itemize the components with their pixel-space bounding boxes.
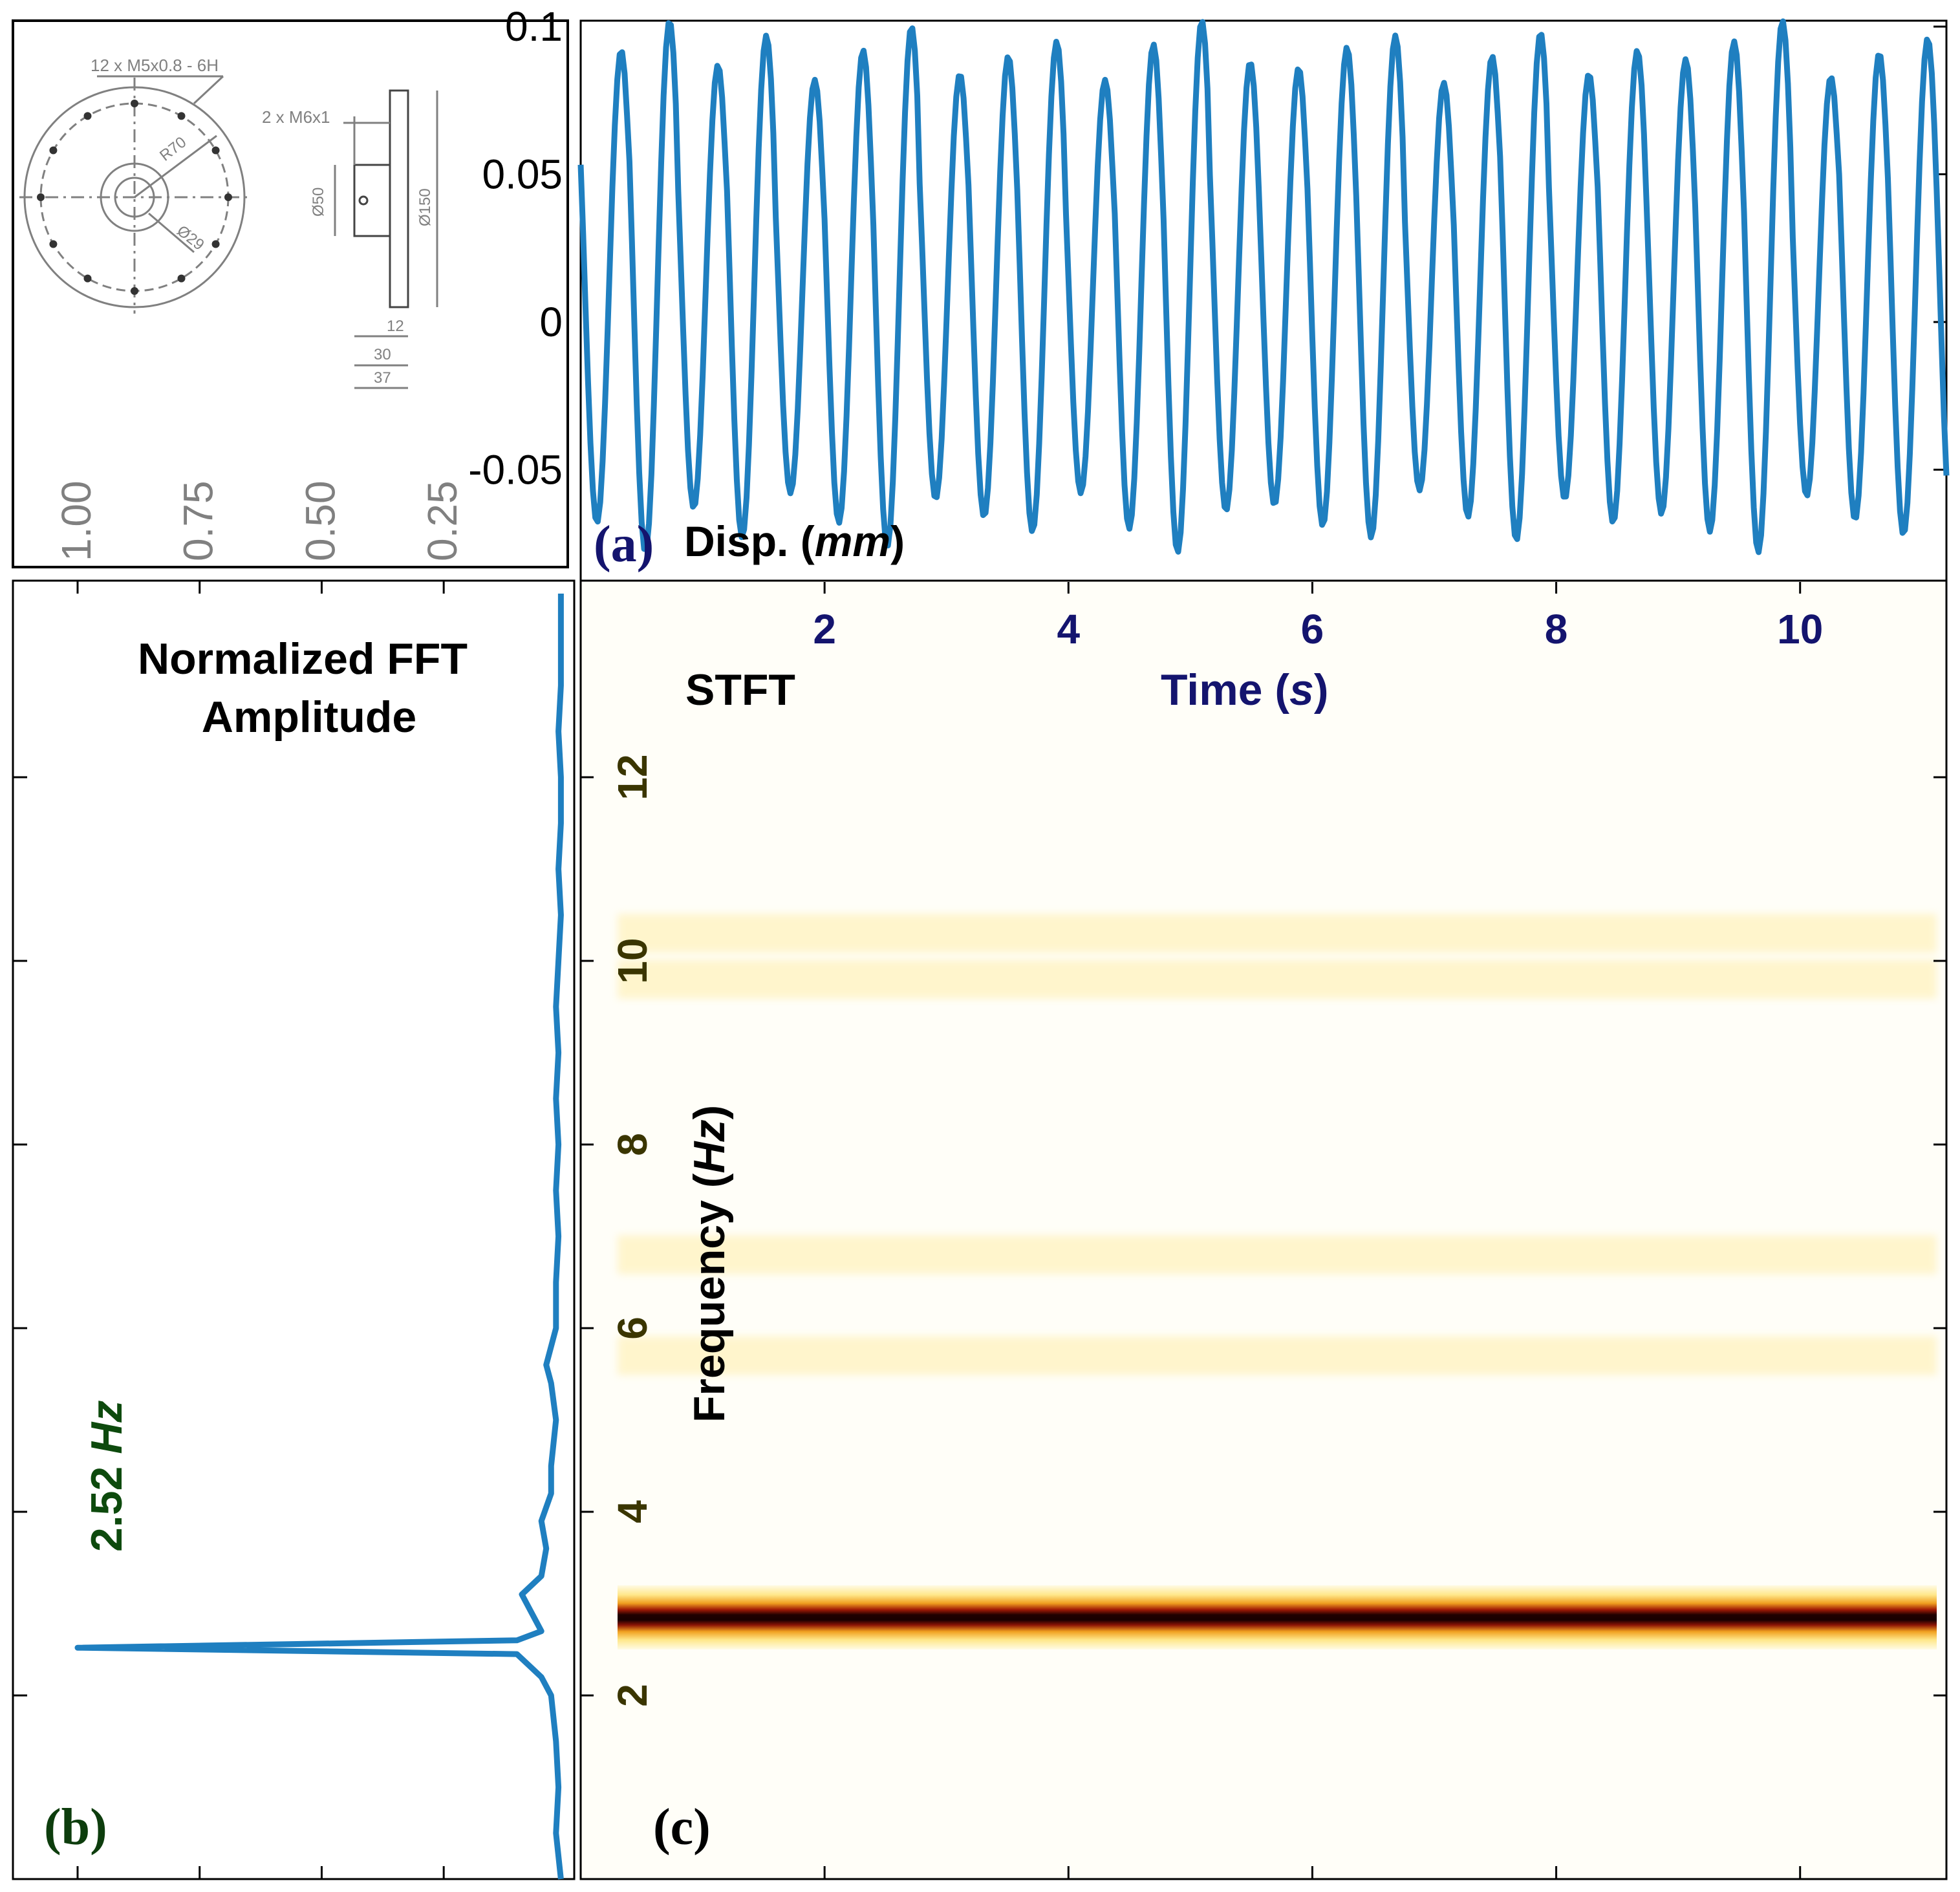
stft-dominant-band (618, 1585, 1937, 1650)
panel-c-ticks: 2 4 6 8 10 2 4 6 8 10 12 (581, 582, 1946, 1879)
panel-b-ticks (13, 581, 445, 1879)
dim-30-text: 30 (374, 346, 391, 363)
panel-b-amp-tick-label: 0.25 (419, 480, 466, 561)
panel-a-ylabel-main: Disp. ( (684, 517, 815, 565)
panel-c-ylabel: Frequency (Hz) (685, 1105, 734, 1423)
bolt-hole (37, 193, 45, 201)
peak-annotation-value: 2.52 (82, 1467, 131, 1552)
bolt-hole (131, 100, 138, 107)
panel-b-title-line2: Amplitude (202, 693, 416, 742)
bolt-hole (224, 193, 232, 201)
panel-a: 0.1 0.05 0 -0.05 (a) Disp. (mm) (468, 3, 1950, 583)
bolt-hole (177, 274, 186, 283)
peak-annotation: 2.52 Hz (82, 1401, 131, 1552)
bolt-hole (177, 112, 186, 120)
panel-a-ytick-label: 0.05 (482, 151, 563, 198)
panel-c-ytick-label: 12 (609, 754, 656, 800)
stft-weak-band (618, 1336, 1937, 1375)
bolt-hole (211, 240, 220, 248)
bolt-hole (211, 146, 220, 155)
panel-b-title-line1: Normalized FFT (138, 634, 468, 683)
panel-c-xtick-label: 2 (813, 606, 836, 652)
panel-b-frame (12, 579, 576, 1880)
panel-c-ytick-label: 10 (609, 938, 656, 984)
panel-c-xtick-label: 8 (1545, 606, 1568, 652)
panel-b: Normalized FFT Amplitude 2.52 Hz (b) (12, 579, 576, 1880)
panel-c-xtick-label: 6 (1301, 606, 1324, 652)
panel-b-amp-tick-label: 0.50 (297, 480, 343, 561)
fft-amplitude-tick-labels: 1.00 0.75 0.50 0.25 (53, 480, 466, 561)
panel-c-frame (579, 579, 1948, 1880)
dim-37-text: 37 (374, 369, 391, 387)
flange-side (389, 89, 409, 308)
panel-a-ytick-label: -0.05 (468, 446, 563, 493)
flange-dim-text: Ø150 (416, 188, 434, 226)
panel-c: 2 4 6 8 10 2 4 6 8 10 12 STFT Time (s) Frequency (… (579, 579, 1948, 1880)
panel-a-ylabel-unit: mm (815, 517, 890, 565)
panel-c-xlabel-main: Time ( (1161, 665, 1289, 715)
panel-c-xlabel: Time (s) (1161, 665, 1329, 715)
bolt-hole (83, 274, 92, 283)
panel-a-ytick-label: 0 (539, 299, 563, 345)
peak-annotation-unit: Hz (82, 1401, 131, 1454)
thread-leader (193, 75, 224, 105)
panel-c-ytick-label: 2 (609, 1684, 656, 1707)
bolt-hole (49, 146, 58, 155)
panel-b-label: (b) (44, 1799, 107, 1856)
panel-c-label: (c) (653, 1799, 711, 1856)
stft-weak-band (618, 914, 1937, 953)
panel-c-ylabel-main: Frequency ( (685, 1173, 734, 1423)
panel-a-label: (a) (594, 516, 654, 573)
panel-c-ytick-label: 8 (609, 1133, 656, 1156)
panel-a-y-ticks: 0.1 0.05 0 -0.05 (468, 3, 1946, 493)
panel-c-ytick-label: 6 (609, 1317, 656, 1340)
panel-c-xtick-label: 10 (1777, 606, 1823, 652)
thread-callout-text: 12 x M5x0.8 - 6H (91, 56, 219, 75)
panel-a-ylabel: Disp. (mm) (684, 517, 905, 565)
panel-c-xlabel-close: ) (1314, 665, 1329, 715)
dim-12-text: 12 (387, 317, 404, 335)
panel-a-ylabel-close: ) (890, 517, 905, 565)
bolt-holes (37, 100, 232, 295)
side-callout-text: 2 x M6x1 (262, 107, 330, 127)
panel-c-background (581, 581, 1946, 1879)
panel-c-ylabel-close: ) (685, 1105, 734, 1120)
panel-c-xtick-label: 4 (1057, 606, 1080, 652)
bolt-hole (131, 287, 138, 295)
hub-dim-text: Ø50 (310, 188, 327, 217)
side-hole (358, 195, 369, 206)
flange-side-view (334, 89, 438, 389)
panel-c-ytick-label: 4 (609, 1500, 656, 1523)
panel-a-ytick-label: 0.1 (505, 3, 563, 50)
fft-series-line (74, 594, 564, 1880)
panel-c-xlabel-unit: s (1289, 665, 1314, 715)
stft-title: STFT (685, 665, 795, 715)
radius-leader (134, 134, 217, 199)
inset-drawing-panel: 12 x M5x0.8 - 6H R70 Ø29 2 x M6x1 Ø50 Ø1… (12, 19, 569, 568)
stft-weak-bands (618, 914, 1937, 1375)
bolt-hole (83, 112, 92, 120)
bore-leader (148, 212, 195, 253)
panel-c-ylabel-unit: Hz (685, 1119, 734, 1173)
stft-weak-band (618, 960, 1937, 999)
panel-b-amp-tick-label: 0.75 (175, 480, 222, 561)
bolt-hole (49, 240, 58, 248)
displacement-series-line (577, 18, 1950, 555)
panel-b-amp-tick-label: 1.00 (53, 480, 100, 561)
stft-weak-band (618, 1235, 1937, 1274)
inset-frame (12, 19, 569, 568)
